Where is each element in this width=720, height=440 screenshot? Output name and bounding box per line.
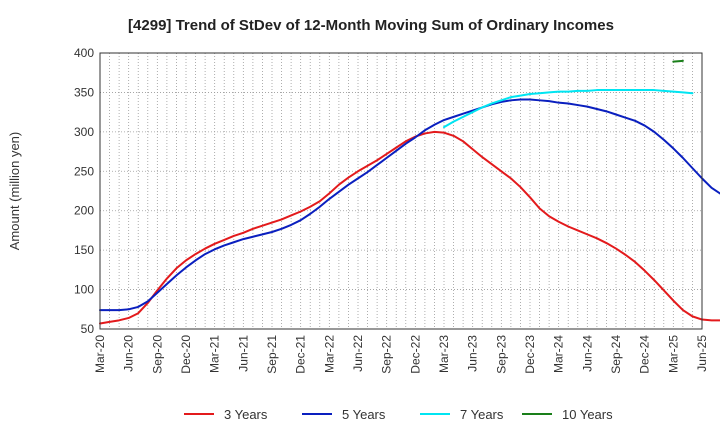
y-tick-label: 100 — [74, 283, 94, 297]
y-tick-label: 150 — [74, 243, 94, 257]
y-tick-label: 250 — [74, 164, 94, 178]
x-tick-label: Sep-23 — [494, 335, 508, 374]
x-tick-label: Dec-20 — [179, 335, 193, 374]
x-tick-label: Dec-24 — [638, 335, 652, 374]
y-tick-label: 200 — [74, 204, 94, 218]
x-tick-label: Mar-22 — [322, 335, 336, 373]
x-tick-label: Mar-23 — [437, 335, 451, 373]
x-tick-label: Dec-21 — [294, 335, 308, 374]
chart-title: [4299] Trend of StDev of 12-Month Moving… — [128, 17, 614, 34]
x-tick-label: Sep-24 — [609, 335, 623, 374]
x-tick-label: Mar-25 — [666, 335, 680, 373]
x-tick-label: Sep-22 — [380, 335, 394, 374]
x-tick-label: Sep-21 — [265, 335, 279, 374]
series-line-3-years — [99, 130, 720, 325]
grid — [100, 53, 702, 329]
y-axis-label: Amount (million yen) — [7, 132, 22, 251]
legend-label: 10 Years — [562, 407, 613, 422]
y-tick-label: 350 — [74, 85, 94, 99]
x-tick-label: Jun-22 — [351, 335, 365, 372]
x-tick-label: Mar-24 — [552, 335, 566, 373]
x-axis-ticks: Mar-20 Jun-20 Sep-20 Dec-20 Mar-21 Jun-21 Sep-… — [93, 335, 709, 374]
x-tick-label: Mar-21 — [208, 335, 222, 373]
x-tick-label: Dec-22 — [408, 335, 422, 374]
legend-label: 7 Years — [460, 407, 504, 422]
legend: 3 Years 5 Years 7 Years 10 Years — [184, 407, 613, 422]
series-line-7-years — [443, 89, 694, 129]
x-tick-label: Dec-23 — [523, 335, 537, 374]
y-tick-label: 50 — [81, 322, 95, 336]
y-axis-ticks: 50 100 150 200 250 300 350 400 — [74, 46, 94, 336]
series-line-10-years — [672, 59, 684, 63]
x-tick-label: Mar-20 — [93, 335, 107, 373]
y-tick-label: 400 — [74, 46, 94, 60]
series-group — [99, 59, 720, 325]
legend-label: 3 Years — [224, 407, 268, 422]
series-line-5-years — [99, 98, 720, 312]
y-tick-label: 300 — [74, 125, 94, 139]
plot-frame — [99, 52, 703, 330]
x-tick-label: Jun-24 — [580, 335, 594, 372]
x-tick-label: Sep-20 — [150, 335, 164, 374]
x-tick-label: Jun-21 — [236, 335, 250, 372]
x-tick-label: Jun-20 — [122, 335, 136, 372]
x-tick-label: Jun-25 — [695, 335, 709, 372]
legend-label: 5 Years — [342, 407, 386, 422]
x-tick-label: Jun-23 — [466, 335, 480, 372]
